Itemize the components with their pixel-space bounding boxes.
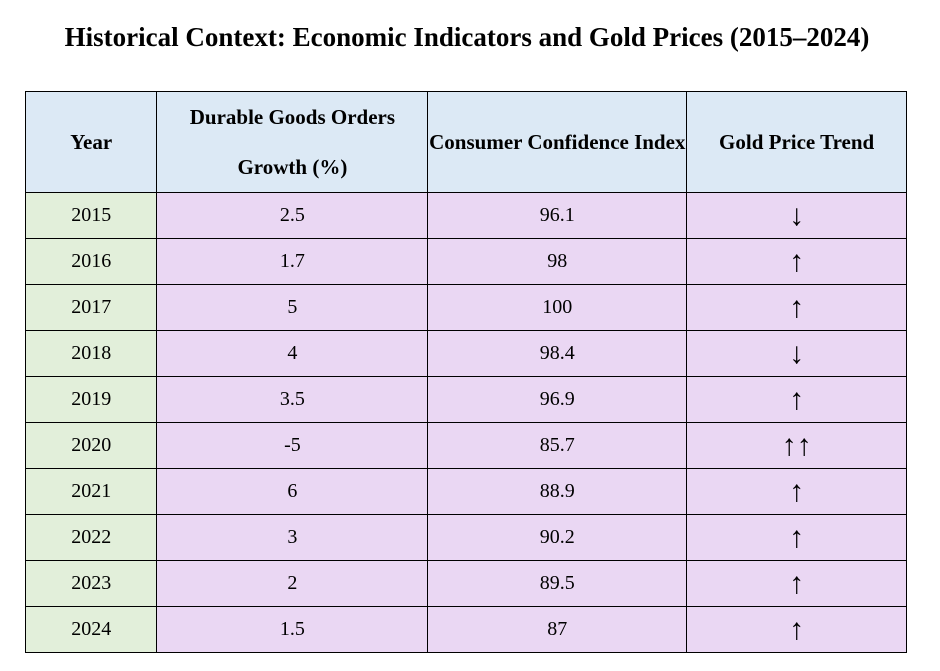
table-row: 2020 -5 85.7 ↑↑ <box>24 422 907 469</box>
durable-goods-cell: 2.5 <box>156 192 429 239</box>
durable-goods-cell: 6 <box>156 468 429 515</box>
durable-goods-cell: 1.7 <box>156 238 429 285</box>
gold-trend-arrow-icon: ↑ <box>686 238 907 285</box>
indicators-table: Year Durable Goods Orders Growth (%) Con… <box>24 91 907 653</box>
table-row: 2023 2 89.5 ↑ <box>24 560 907 607</box>
year-cell: 2015 <box>24 192 158 239</box>
consumer-confidence-cell: 98 <box>427 238 688 285</box>
gold-trend-arrow-icon: ↑ <box>686 560 907 607</box>
table-row: 2017 5 100 ↑ <box>24 284 907 331</box>
gold-trend-arrow-icon: ↑ <box>686 468 907 515</box>
consumer-confidence-cell: 98.4 <box>427 330 688 377</box>
durable-goods-cell: 2 <box>156 560 429 607</box>
header-gold-trend: Gold Price Trend <box>686 91 907 193</box>
header-row: Year Durable Goods Orders Growth (%) Con… <box>24 91 907 193</box>
consumer-confidence-cell: 100 <box>427 284 688 331</box>
gold-trend-arrow-icon: ↓ <box>686 330 907 377</box>
gold-trend-arrow-icon: ↑ <box>686 606 907 653</box>
year-cell: 2024 <box>24 606 158 653</box>
year-cell: 2017 <box>24 284 158 331</box>
consumer-confidence-cell: 90.2 <box>427 514 688 561</box>
consumer-confidence-cell: 85.7 <box>427 422 688 469</box>
durable-goods-cell: 4 <box>156 330 429 377</box>
year-cell: 2016 <box>24 238 158 285</box>
page-title: Historical Context: Economic Indicators … <box>64 22 870 52</box>
gold-trend-arrow-icon: ↓ <box>686 192 907 239</box>
year-cell: 2020 <box>24 422 158 469</box>
gold-trend-arrow-icon: ↑↑ <box>686 422 907 469</box>
durable-goods-cell: 1.5 <box>156 606 429 653</box>
table-row: 2021 6 88.9 ↑ <box>24 468 907 515</box>
durable-goods-cell: 3.5 <box>156 376 429 423</box>
durable-goods-cell: 5 <box>156 284 429 331</box>
year-cell: 2023 <box>24 560 158 607</box>
consumer-confidence-cell: 89.5 <box>427 560 688 607</box>
consumer-confidence-cell: 88.9 <box>427 468 688 515</box>
header-consumer-confidence: Consumer Confidence Index <box>427 91 688 193</box>
consumer-confidence-cell: 87 <box>427 606 688 653</box>
gold-trend-arrow-icon: ↑ <box>686 514 907 561</box>
gold-trend-arrow-icon: ↑ <box>686 284 907 331</box>
year-cell: 2022 <box>24 514 158 561</box>
durable-goods-cell: 3 <box>156 514 429 561</box>
table-row: 2018 4 98.4 ↓ <box>24 330 907 377</box>
durable-goods-cell: -5 <box>156 422 429 469</box>
table-row: 2022 3 90.2 ↑ <box>24 514 907 561</box>
table-row: 2015 2.5 96.1 ↓ <box>24 192 907 239</box>
header-year: Year <box>24 91 158 193</box>
year-cell: 2019 <box>24 376 158 423</box>
table-row: 2024 1.5 87 ↑ <box>24 606 907 653</box>
header-durable-goods: Durable Goods Orders Growth (%) <box>156 91 429 193</box>
consumer-confidence-cell: 96.1 <box>427 192 688 239</box>
year-cell: 2021 <box>24 468 158 515</box>
year-cell: 2018 <box>24 330 158 377</box>
table-row: 2019 3.5 96.9 ↑ <box>24 376 907 423</box>
table-row: 2016 1.7 98 ↑ <box>24 238 907 285</box>
gold-trend-arrow-icon: ↑ <box>686 376 907 423</box>
consumer-confidence-cell: 96.9 <box>427 376 688 423</box>
